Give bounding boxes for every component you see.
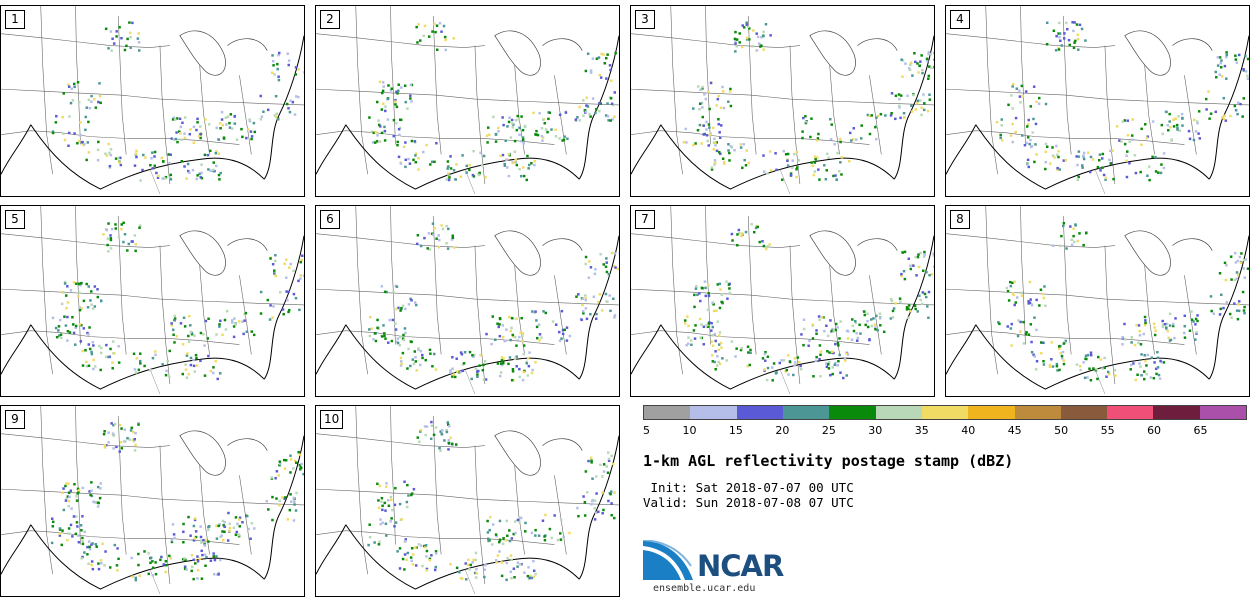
- colorbar-segment: [690, 406, 737, 419]
- ncar-logo-icon: [643, 540, 693, 580]
- colorbar-segment: [968, 406, 1015, 419]
- ensemble-member-map: 5: [0, 205, 305, 397]
- colorbar-tick: 45: [1007, 424, 1022, 437]
- colorbar-tick: 65: [1193, 424, 1208, 437]
- map-outline: [631, 206, 934, 395]
- colorbar-segment: [875, 406, 922, 419]
- ensemble-member-map: 10: [315, 405, 620, 597]
- ensemble-member-map: 6: [315, 205, 620, 397]
- colorbar-tick: 30: [868, 424, 883, 437]
- colorbar-tick: 5: [643, 424, 650, 437]
- map-outline: [946, 6, 1249, 195]
- colorbar-tick: 60: [1147, 424, 1162, 437]
- ncar-logo-text: NCAR: [697, 549, 784, 583]
- colorbar-segment: [782, 406, 830, 419]
- colorbar-segment: [644, 406, 691, 419]
- map-outline: [316, 206, 619, 395]
- figure-title: 1-km AGL reflectivity postage stamp (dBZ…: [643, 452, 1014, 470]
- member-number: 3: [635, 10, 655, 29]
- init-time: Init: Sat 2018-07-07 00 UTC: [643, 480, 854, 495]
- member-number: 2: [320, 10, 340, 29]
- map-outline: [631, 6, 934, 195]
- ensemble-member-map: 9: [0, 405, 305, 597]
- member-number: 8: [950, 210, 970, 229]
- colorbar-tick: 10: [682, 424, 697, 437]
- colorbar-tick: 35: [914, 424, 929, 437]
- colorbar-tick: 25: [821, 424, 836, 437]
- colorbar-tick: 50: [1054, 424, 1069, 437]
- member-number: 4: [950, 10, 970, 29]
- colorbar-tick: 40: [961, 424, 976, 437]
- logo-url: ensemble.ucar.edu: [653, 583, 756, 594]
- member-number: 1: [5, 10, 25, 29]
- colorbar-segment: [829, 406, 876, 419]
- map-outline: [316, 6, 619, 195]
- colorbar-segment: [736, 406, 783, 419]
- colorbar-tick: 20: [775, 424, 790, 437]
- member-number: 10: [320, 410, 344, 429]
- colorbar-segment: [1107, 406, 1154, 419]
- map-outline: [1, 206, 304, 395]
- colorbar-segment: [1060, 406, 1108, 419]
- ensemble-member-map: 7: [630, 205, 935, 397]
- valid-time: Valid: Sun 2018-07-08 07 UTC: [643, 495, 854, 510]
- map-outline: [1, 406, 304, 595]
- member-number: 5: [5, 210, 25, 229]
- colorbar-tick: 15: [728, 424, 743, 437]
- map-outline: [316, 406, 619, 595]
- colorbar-segment: [921, 406, 969, 419]
- colorbar-segment: [1014, 406, 1061, 419]
- ensemble-member-map: 2: [315, 5, 620, 197]
- ensemble-member-map: 8: [945, 205, 1250, 397]
- ensemble-member-map: 4: [945, 5, 1250, 197]
- colorbar-segment: [1199, 406, 1247, 419]
- member-number: 7: [635, 210, 655, 229]
- reflectivity-colorbar: [643, 405, 1247, 420]
- ensemble-member-map: 3: [630, 5, 935, 197]
- ensemble-member-map: 1: [0, 5, 305, 197]
- member-number: 6: [320, 210, 340, 229]
- colorbar-tick: 55: [1100, 424, 1115, 437]
- map-outline: [1, 6, 304, 195]
- colorbar-tick-labels: 5 10 15 20 25 30 35 40 45 50 55 60 65: [643, 424, 1247, 438]
- map-outline: [946, 206, 1249, 395]
- colorbar-segment: [1153, 406, 1200, 419]
- member-number: 9: [5, 410, 25, 429]
